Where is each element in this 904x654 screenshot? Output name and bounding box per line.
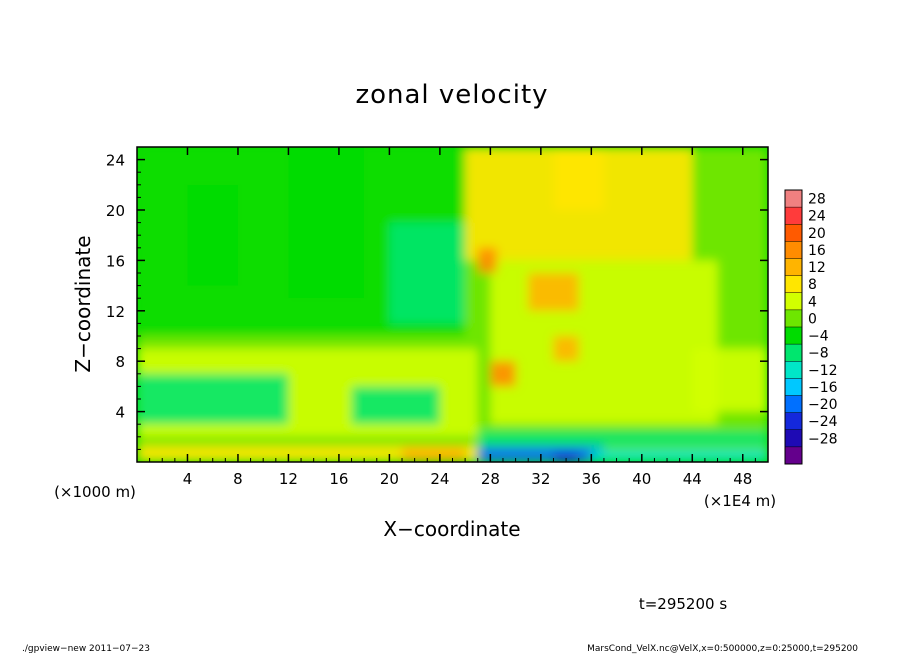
colorbar-label: −8 — [808, 346, 829, 362]
colorbar-label: −24 — [808, 414, 838, 430]
y-tick-label: 4 — [115, 404, 125, 422]
x-tick-label: 28 — [481, 470, 500, 488]
colorbar-band — [785, 292, 802, 311]
heat-region — [288, 147, 365, 299]
y-axis-label: Z−coordinate — [71, 235, 95, 372]
heat-region — [389, 222, 466, 324]
colorbar-band — [785, 361, 802, 379]
colorbar-label: −12 — [808, 363, 838, 379]
colorbar-band — [785, 395, 802, 414]
footer-right-text: MarsCond_VelX.nc@VelX,x=0:500000,z=0:250… — [587, 644, 858, 654]
colorbar-band — [785, 224, 802, 242]
y-axis: 4 8 12 16 20 24 — [106, 152, 768, 450]
heat-region — [137, 373, 289, 425]
colorbar-label: −28 — [808, 431, 838, 447]
heat-region — [490, 260, 718, 425]
x-tick-label: 32 — [531, 470, 550, 488]
x-tick-label: 40 — [632, 470, 651, 488]
colorbar-band — [785, 378, 802, 396]
colorbar-band — [785, 258, 802, 277]
colorbar-label: 8 — [808, 277, 817, 293]
colorbar-label: 20 — [808, 226, 826, 242]
heat-region — [402, 446, 466, 462]
chart-title: zonal velocity — [355, 80, 548, 110]
colorbar-label: 16 — [808, 243, 826, 259]
x-tick-label: 48 — [733, 470, 752, 488]
colorbar-band — [785, 327, 802, 345]
colorbar-band — [785, 275, 802, 294]
x-tick-label: 4 — [183, 470, 193, 488]
x-tick-label: 44 — [683, 470, 702, 488]
heat-region — [692, 348, 768, 412]
colorbar-band — [785, 241, 802, 259]
x-axis-label: X−coordinate — [383, 517, 520, 541]
footer-left-text: ./gpview−new 2011−07−23 — [22, 644, 150, 654]
colorbar-band — [785, 344, 802, 362]
heat-region — [477, 247, 497, 273]
colorbar-label: 4 — [808, 294, 817, 310]
heat-region — [553, 451, 579, 462]
x-tick-label: 12 — [279, 470, 298, 488]
y-tick-label: 24 — [106, 152, 125, 170]
heatmap-field — [137, 147, 768, 462]
colorbar-band — [785, 446, 802, 465]
x-tick-label: 36 — [582, 470, 601, 488]
colorbar-band — [785, 429, 802, 448]
heat-region — [465, 147, 503, 261]
colorbar-label: −16 — [808, 380, 838, 396]
y-tick-label: 12 — [106, 303, 125, 321]
colorbar-label: 24 — [808, 209, 826, 225]
heat-region — [553, 336, 579, 362]
heat-region — [477, 430, 768, 447]
x-axis: 4 8 12 16 20 24 28 32 36 40 44 48 — [149, 147, 756, 488]
x-tick-label: 24 — [430, 470, 449, 488]
x-tick-label: 16 — [329, 470, 348, 488]
y-tick-label: 16 — [106, 252, 125, 270]
colorbar-label: −4 — [808, 329, 829, 345]
colorbar-band — [785, 309, 802, 328]
x-unit-label: (×1E4 m) — [704, 492, 776, 510]
y-unit-label: (×1000 m) — [54, 483, 136, 501]
colorbar-band — [785, 190, 802, 208]
colorbar-label: 28 — [808, 192, 826, 208]
heat-region — [187, 184, 238, 286]
heat-region — [137, 445, 478, 462]
heat-region — [553, 147, 604, 210]
x-tick-label: 8 — [233, 470, 243, 488]
time-label: t=295200 s — [639, 595, 727, 613]
y-tick-label: 8 — [115, 353, 125, 371]
heat-region — [591, 449, 768, 462]
colorbar-label: 0 — [808, 311, 817, 327]
y-tick-label: 20 — [106, 202, 125, 220]
heat-region — [351, 386, 440, 425]
heat-region — [490, 361, 516, 387]
heat-region — [528, 273, 579, 311]
colorbar-band — [785, 207, 802, 225]
plot-area — [137, 147, 768, 462]
x-tick-label: 20 — [380, 470, 399, 488]
colorbar-label: −20 — [808, 397, 838, 413]
colorbar-label: 12 — [808, 260, 826, 276]
colorbar-band — [785, 412, 802, 431]
